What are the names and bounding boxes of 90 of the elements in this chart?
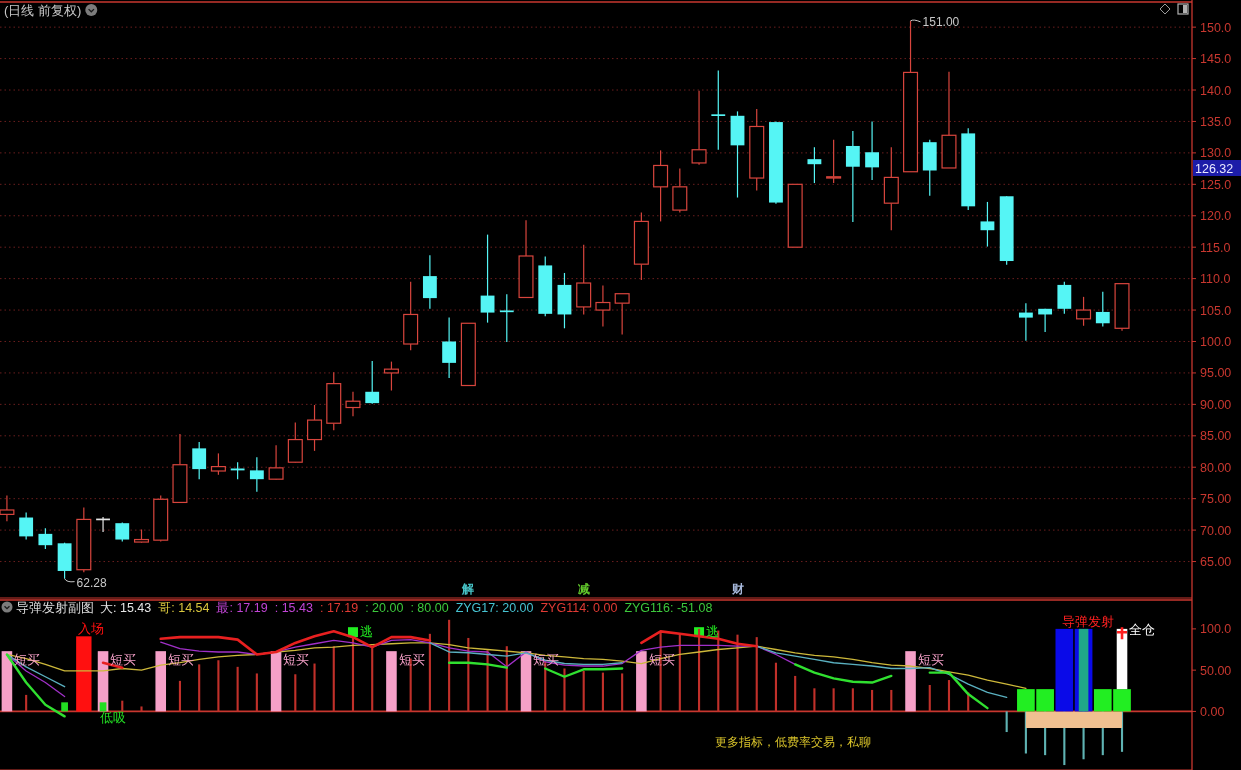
annotation: 解 (461, 582, 475, 596)
annotation: 62.28 (76, 575, 107, 590)
series-label: 低吸 (99, 711, 126, 726)
bar (890, 689, 893, 712)
text: 逃 (706, 625, 720, 640)
y-tick-label: 95.00 (1200, 366, 1232, 381)
chart-title: 导弹发射副图 (16, 601, 94, 615)
bar (1005, 711, 1008, 733)
y-tick-label: 90.00 (1200, 397, 1232, 412)
bar (1055, 628, 1074, 712)
annotation: 151.00 (922, 14, 960, 29)
y-tick-label: 80.00 (1200, 460, 1232, 475)
annotation: : 20.00 (365, 601, 404, 615)
y-tick-label: 115.0 (1200, 240, 1231, 255)
text: 短买 (917, 653, 944, 668)
bar (851, 688, 854, 712)
bar (928, 685, 931, 712)
y-tick-label: 85.00 (1200, 429, 1232, 444)
price-tag: 126.32 (1193, 160, 1241, 176)
bar (563, 668, 566, 712)
y-tick-label: 135.0 (1200, 114, 1232, 129)
bar (813, 688, 816, 712)
bar (155, 651, 167, 712)
bar (140, 706, 143, 712)
bar (794, 675, 797, 712)
bar (332, 646, 335, 712)
annotation: 财 (730, 582, 744, 596)
bar (520, 651, 532, 712)
series-label: 全仓 (1129, 622, 1156, 637)
bar (1017, 689, 1035, 712)
series-label: 导弹发射 (1062, 615, 1115, 630)
bar (1036, 689, 1054, 712)
y-tick-label: 120.0 (1200, 209, 1232, 224)
y-tick-label: 50.00 (1200, 663, 1232, 678)
y-tick-label: 70.00 (1200, 523, 1232, 538)
y-tick-label: 110.0 (1200, 272, 1231, 287)
annotation: 最: 17.19 (216, 601, 268, 615)
text: 短买 (283, 653, 310, 668)
bar (236, 666, 239, 712)
chart-title: (日线 前复权) (4, 3, 82, 18)
text: 短买 (110, 653, 137, 668)
bar (736, 634, 739, 712)
y-tick-label: 105.0 (1200, 303, 1232, 318)
series-label: 逃 (359, 625, 373, 640)
y-tick-label: 125.0 (1200, 177, 1232, 192)
annotation: 更多指标，低费率交易，私聊 (715, 735, 871, 749)
text: 短买 (398, 653, 425, 668)
bar (621, 673, 624, 712)
bar (386, 651, 397, 712)
bar (832, 688, 835, 712)
annotation: : 17.19 (319, 601, 359, 615)
bar (270, 651, 282, 712)
series-label: 入场 (78, 622, 105, 637)
bar (601, 672, 604, 712)
price-note: 62.28 (64, 575, 107, 590)
bar (871, 689, 874, 712)
bar (755, 637, 758, 712)
y-tick-label: 75.00 (1200, 492, 1232, 507)
bar (636, 651, 647, 712)
bar (947, 680, 951, 712)
y-tick-label: 100.0 (1200, 334, 1232, 349)
bar (371, 647, 374, 712)
y-tick-label: 140.0 (1200, 83, 1232, 98)
price-note: 151.00 (910, 14, 960, 29)
bar (294, 674, 297, 712)
bar (61, 702, 68, 712)
bar (178, 680, 182, 712)
bar (905, 651, 916, 712)
y-tick-label: 100.0 (1200, 622, 1232, 637)
annotation: : 15.43 (274, 601, 313, 615)
bar (1093, 689, 1112, 712)
y-tick-label: 0.00 (1200, 704, 1225, 719)
bar (774, 662, 778, 712)
annotation: ZYG116: -51.08 (624, 601, 713, 615)
annotation: ZYG17: 20.00 (455, 601, 534, 615)
bar (255, 673, 258, 712)
bar (217, 660, 220, 712)
annotation: : 80.00 (410, 601, 449, 615)
y-tick-label: 150.0 (1200, 20, 1232, 35)
annotation: ZYG114: 0.00 (540, 601, 618, 615)
annotation: 减 (577, 582, 590, 596)
annotation: 哥: 14.54 (158, 601, 210, 615)
bar (582, 670, 585, 712)
y-tick-label: 65.00 (1200, 555, 1232, 570)
annotation: 大: 15.43 (100, 601, 152, 615)
bar (198, 664, 201, 712)
bar (25, 694, 28, 712)
y-tick-label: 130.0 (1200, 146, 1232, 161)
y-tick-label: 145.0 (1200, 52, 1232, 67)
bar (313, 663, 316, 712)
